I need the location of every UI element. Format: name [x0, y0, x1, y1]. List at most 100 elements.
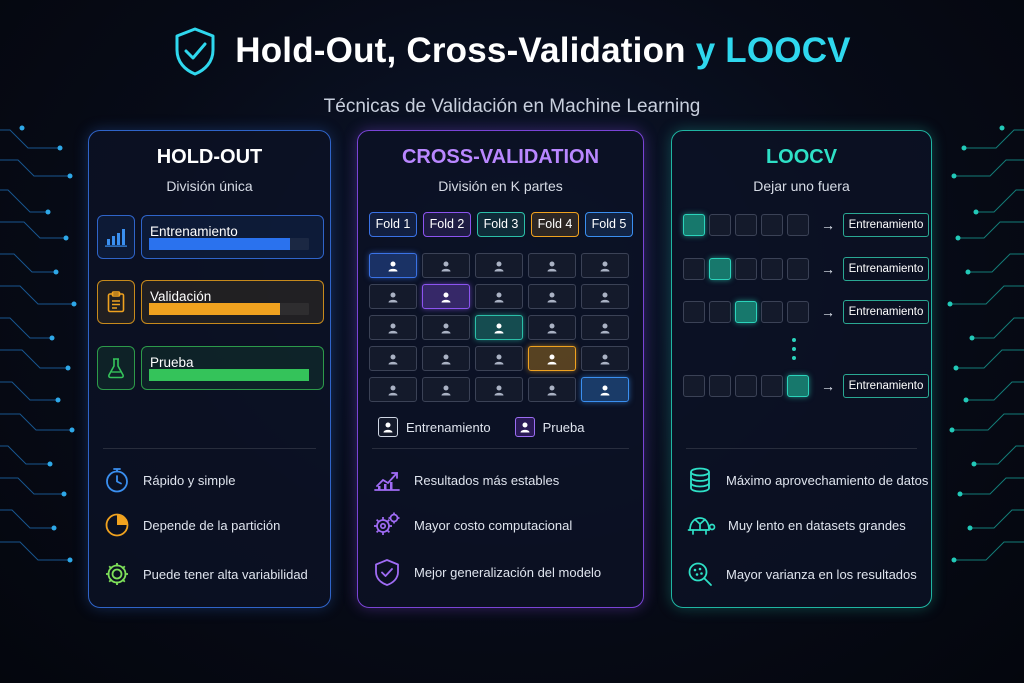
cv-cell-train	[528, 315, 576, 340]
title-main: Hold-Out, Cross-Validation	[235, 31, 686, 70]
arrow-right-icon: →	[821, 304, 835, 320]
clipboard-icon	[97, 280, 135, 324]
cv-cell-train	[369, 377, 417, 402]
circuit-decoration-right	[947, 125, 1024, 563]
gear-icon	[106, 563, 128, 585]
pie-chart-icon	[105, 513, 129, 537]
legend-training-label: Entrenamiento	[406, 419, 491, 435]
loocv-sample	[735, 301, 757, 323]
fold-row: Fold 1 Fold 2 Fold 3 Fold 4 Fold 5	[369, 212, 633, 237]
vertical-ellipsis-icon	[792, 338, 796, 360]
cv-legend: Entrenamiento Prueba	[378, 417, 584, 437]
database-icon	[690, 467, 710, 493]
cv-cell-train	[422, 253, 470, 278]
cv-cell-train	[528, 284, 576, 309]
cv-cell-train	[422, 315, 470, 340]
validation-fill	[149, 303, 281, 315]
holdout-benefit-1-text: Rápido y simple	[143, 472, 236, 488]
loocv-row-1-label: Entrenamiento	[843, 213, 929, 237]
cv-cell-train	[581, 315, 629, 340]
loocv-benefit-3: Mayor varianza en los resultados	[686, 560, 917, 588]
cv-benefit-3-text: Mejor generalización del modelo	[414, 564, 602, 580]
holdout-divider	[103, 448, 316, 449]
cv-subtitle: División en K partes	[438, 178, 563, 194]
cv-cell-train	[581, 253, 629, 278]
training-label: Entrenamiento	[150, 224, 238, 239]
validation-track	[149, 303, 309, 315]
loocv-sample	[761, 301, 783, 323]
user-icon	[378, 417, 398, 437]
legend-training: Entrenamiento	[378, 417, 491, 437]
fold-3: Fold 3	[477, 212, 525, 237]
loocv-divider	[686, 448, 917, 449]
cv-cell-train	[528, 377, 576, 402]
page-title: Hold-Out, Cross-Validation y LOOCV	[235, 31, 850, 71]
user-icon	[514, 417, 535, 437]
holdout-benefit-2: Depende de la partición	[103, 511, 280, 539]
loocv-benefit-3-text: Mayor varianza en los resultados	[726, 566, 917, 582]
holdout-benefit-3: Puede tener alta variabilidad	[103, 560, 308, 588]
loocv-sample	[709, 301, 731, 323]
loocv-sample	[683, 258, 705, 280]
split-test: Prueba	[97, 346, 324, 390]
turtle-icon	[687, 517, 716, 535]
test-track	[149, 369, 309, 381]
cv-cell-train	[422, 346, 470, 371]
fold-4: Fold 4	[531, 212, 579, 237]
loocv-sample	[735, 258, 757, 280]
loocv-row-3: → Entrenamiento	[683, 300, 929, 324]
training-track	[149, 238, 309, 250]
loocv-row-1: → Entrenamiento	[683, 213, 929, 237]
test-fill	[149, 369, 309, 381]
loocv-sample	[683, 214, 705, 236]
cv-benefit-2-text: Mayor costo computacional	[414, 517, 573, 533]
cv-cell-test	[528, 346, 576, 371]
cv-grid	[369, 253, 629, 402]
cv-cell-train	[369, 346, 417, 371]
gears-icon	[374, 512, 400, 535]
shield-check-icon	[375, 559, 399, 586]
test-label: Prueba	[150, 355, 194, 370]
cv-cell-train	[475, 253, 523, 278]
stopwatch-icon	[106, 468, 128, 493]
test-bar: Prueba	[141, 346, 324, 390]
training-fill	[149, 238, 290, 250]
loocv-sample	[683, 301, 705, 323]
validation-label: Validación	[150, 289, 212, 304]
holdout-subtitle: División única	[166, 178, 253, 194]
cv-cell-test	[422, 284, 470, 309]
trend-chart-icon	[374, 472, 400, 491]
legend-test: Prueba	[514, 417, 584, 437]
split-training: Entrenamiento	[97, 215, 324, 259]
loocv-benefit-2: Muy lento en datasets grandes	[686, 511, 906, 539]
cv-cell-train	[581, 284, 629, 309]
cv-cell-train	[581, 346, 629, 371]
split-validation: Validación	[97, 280, 324, 324]
loocv-row-2: → Entrenamiento	[683, 257, 929, 281]
cv-cell-train	[528, 253, 576, 278]
loocv-sample	[735, 375, 757, 397]
cv-benefit-3: Mejor generalización del modelo	[372, 558, 601, 586]
cv-cell-test	[475, 315, 523, 340]
loocv-benefit-2-text: Muy lento en datasets grandes	[728, 517, 906, 533]
training-bar: Entrenamiento	[141, 215, 324, 259]
title-accent: y LOOCV	[695, 31, 851, 70]
loocv-sample	[761, 258, 783, 280]
magnifier-icon	[688, 562, 712, 586]
validation-bar: Validación	[141, 280, 324, 324]
cv-cell-train	[475, 346, 523, 371]
loocv-sample	[787, 258, 809, 280]
cv-divider	[372, 448, 629, 449]
holdout-benefit-1: Rápido y simple	[103, 466, 236, 494]
arrow-right-icon: →	[821, 261, 835, 277]
cv-cell-train	[422, 377, 470, 402]
cv-benefit-2: Mayor costo computacional	[372, 511, 572, 539]
fold-1: Fold 1	[369, 212, 417, 237]
loocv-sample	[787, 214, 809, 236]
loocv-benefit-1-text: Máximo aprovechamiento de datos	[726, 472, 929, 488]
loocv-row-4: → Entrenamiento	[683, 374, 929, 398]
loocv-sample	[709, 375, 731, 397]
holdout-title: HOLD-OUT	[156, 146, 263, 168]
header: Hold-Out, Cross-Validation y LOOCV Técni…	[0, 26, 1024, 118]
fold-5: Fold 5	[585, 212, 633, 237]
